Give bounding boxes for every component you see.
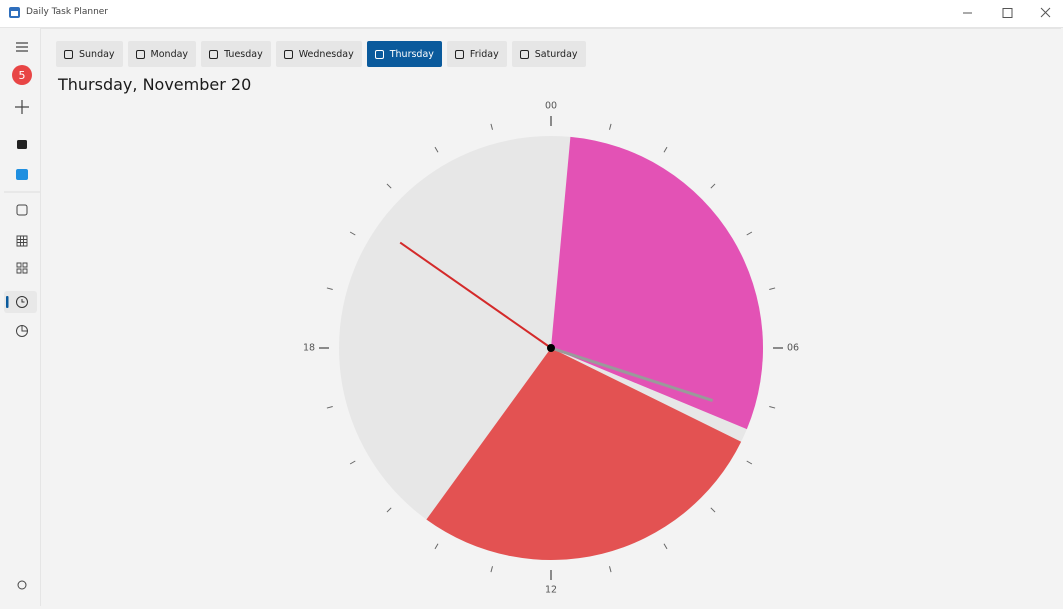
hour-label: 06 — [787, 343, 799, 354]
badge[interactable] — [12, 65, 32, 85]
badge-count: 5 — [19, 69, 26, 82]
hour-tick — [609, 123, 612, 130]
board-view-button[interactable] — [16, 262, 28, 274]
hour-tick — [490, 566, 493, 573]
hour-tick — [746, 460, 753, 465]
task-segment — [426, 348, 742, 560]
hour-tick — [386, 507, 392, 513]
clock-chart: 00 06 12 18 — [303, 101, 799, 596]
window-title: Daily Task Planner — [26, 7, 109, 17]
tab-label: Sunday — [79, 48, 115, 60]
tab-icon — [135, 49, 145, 59]
hour-tick — [386, 183, 392, 189]
calendar-button[interactable] — [17, 140, 27, 149]
hour-tick — [710, 507, 716, 513]
hour-tick — [490, 123, 493, 130]
hour-tick — [663, 543, 668, 550]
pie-view-button[interactable] — [16, 325, 28, 337]
tab-label: Monday — [150, 48, 189, 60]
tab-icon — [209, 49, 219, 59]
day-tab[interactable]: Monday — [127, 41, 197, 67]
hour-tick — [663, 146, 668, 153]
title-bar: Daily Task Planner — [0, 0, 1063, 28]
day-view-button[interactable] — [16, 204, 28, 216]
hour-tick — [710, 183, 716, 189]
settings-button[interactable] — [17, 580, 27, 590]
app-icon — [9, 7, 20, 18]
menu-button[interactable] — [16, 42, 28, 52]
day-tabs: Sunday Monday Tuesday Wednesday Thursday Frid… — [56, 41, 586, 67]
task-segment — [551, 136, 764, 430]
tab-icon — [374, 49, 384, 59]
day-tab[interactable]: Saturday — [511, 41, 586, 67]
day-tab[interactable]: Sunday — [56, 41, 123, 67]
clock-center — [547, 344, 555, 352]
window-controls[interactable] — [953, 0, 1063, 27]
tab-icon — [64, 49, 73, 59]
week-view-button[interactable] — [16, 235, 28, 247]
hour-tick — [769, 287, 776, 290]
hour-tick — [434, 543, 439, 550]
clock-view-button[interactable] — [4, 291, 37, 313]
hour-tick — [434, 146, 439, 153]
day-tab[interactable]: Tuesday — [201, 41, 271, 67]
day-tab[interactable]: Friday — [446, 41, 507, 67]
hour-hand — [399, 241, 552, 349]
hour-label: 18 — [303, 343, 315, 354]
add-button[interactable] — [15, 100, 29, 114]
tab-label: Thursday — [389, 48, 434, 60]
hour-tick — [326, 287, 333, 290]
hour-tick — [746, 231, 753, 236]
tab-icon — [454, 49, 464, 59]
hour-tick — [769, 406, 776, 409]
date-heading: Thursday, November 20 — [58, 75, 252, 94]
tab-icon — [283, 49, 293, 59]
hour-tick — [349, 460, 356, 465]
main-area: Sunday Monday Tuesday Wednesday Thursday Frid… — [40, 28, 1061, 606]
hour-tick — [609, 566, 612, 573]
hour-tick — [326, 406, 333, 409]
day-tab[interactable]: Thursday — [366, 41, 442, 67]
sidebar: 5 — [4, 42, 40, 590]
tab-label: Wednesday — [298, 48, 354, 60]
hour-label: 00 — [545, 101, 557, 112]
day-tab[interactable]: Wednesday — [275, 41, 362, 67]
tab-label: Friday — [469, 48, 499, 60]
hour-tick — [349, 231, 356, 236]
minute-hand — [550, 346, 714, 402]
hour-label: 12 — [545, 585, 557, 596]
google-calendar-button[interactable] — [16, 169, 28, 180]
tab-label: Tuesday — [224, 48, 263, 60]
tab-label: Saturday — [534, 48, 578, 60]
tab-icon — [519, 49, 529, 59]
